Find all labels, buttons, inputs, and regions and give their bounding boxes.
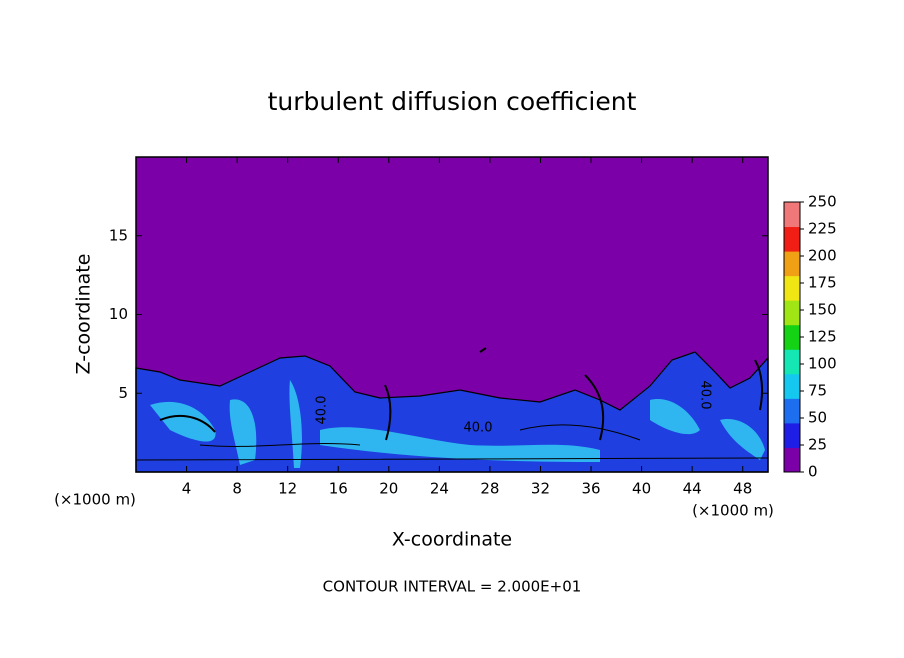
colorbar-tick-label: 150 <box>808 301 837 319</box>
x-tick-label: 48 <box>733 480 752 498</box>
x-tick-label: 16 <box>329 480 348 498</box>
colorbar-tick-label: 250 <box>808 193 837 211</box>
x-tick-label: 40 <box>632 480 651 498</box>
x-tick-label: 28 <box>480 480 499 498</box>
colorbar-swatch <box>784 398 800 424</box>
field-region <box>150 380 765 468</box>
colorbar-swatch <box>784 447 800 473</box>
field <box>135 157 769 473</box>
contour-label: 40.0 <box>315 396 330 425</box>
colorbar-swatch <box>784 202 800 228</box>
contour-label: 40.0 <box>698 381 713 410</box>
x-tick-label: 4 <box>182 480 192 498</box>
colorbar-tick-label: 50 <box>808 409 827 427</box>
colorbar-swatch <box>784 300 800 326</box>
colorbar-swatch <box>784 324 800 350</box>
colorbar-tick-label: 225 <box>808 220 837 238</box>
x-tick-label: 36 <box>581 480 600 498</box>
colorbar-swatch <box>784 373 800 399</box>
colorbar-tick-label: 25 <box>808 436 827 454</box>
colorbar-swatch <box>784 275 800 301</box>
contour-line <box>135 424 769 461</box>
colorbar-tick-label: 200 <box>808 247 837 265</box>
x-tick-label: 20 <box>379 480 398 498</box>
colorbar-swatch <box>784 251 800 277</box>
x-tick-label: 12 <box>278 480 297 498</box>
colorbar-tick-label: 175 <box>808 274 837 292</box>
x-axis-label: X-coordinate <box>392 529 512 551</box>
colorbar-swatch <box>784 422 800 448</box>
colorbar-swatch <box>784 226 800 252</box>
y-axis-label: Z-coordinate <box>73 254 95 375</box>
y-unit: (×1000 m) <box>692 502 774 520</box>
colorbar-tick-label: 100 <box>808 355 837 373</box>
y-tick-label: 15 <box>109 226 128 244</box>
colorbar-swatch <box>784 349 800 375</box>
x-unit: (×1000 m) <box>54 491 136 509</box>
x-tick-label: 8 <box>232 480 242 498</box>
chart-title: turbulent diffusion coefficient <box>268 87 637 116</box>
x-tick-label: 32 <box>531 480 550 498</box>
colorbar-tick-label: 0 <box>808 463 818 481</box>
contour-label: 40.0 <box>464 421 493 436</box>
x-tick-label: 44 <box>683 480 702 498</box>
contour-line <box>159 347 764 441</box>
colorbar-tick-label: 125 <box>808 328 837 346</box>
y-tick-label: 5 <box>118 384 128 402</box>
colorbar-tick-label: 75 <box>808 382 827 400</box>
y-tick-label: 10 <box>109 305 128 323</box>
x-tick-label: 24 <box>430 480 449 498</box>
footer-note: CONTOUR INTERVAL = 2.000E+01 <box>323 578 582 596</box>
